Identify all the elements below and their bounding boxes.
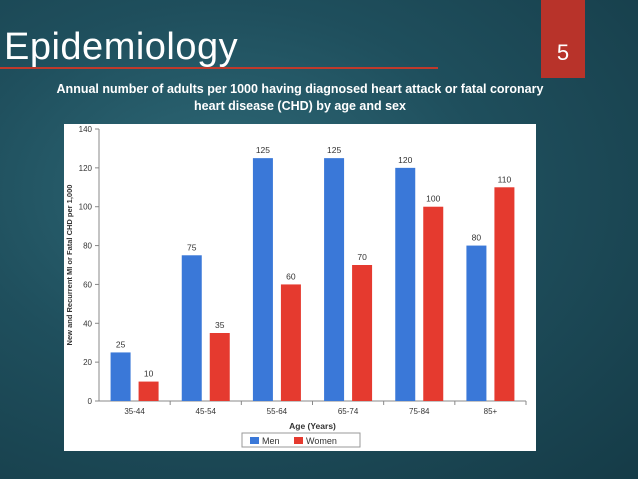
- data-label-men: 75: [187, 242, 197, 252]
- bar-chart: 0 20 40 60 80 100 120 140 New and Recurrent MI o…: [65, 125, 527, 448]
- y-tick-label: 60: [83, 280, 92, 289]
- data-label-women: 10: [144, 369, 154, 379]
- x-tick-label: 55-64: [267, 407, 288, 416]
- bar-men-35-44: [110, 352, 131, 401]
- bar-men-75-84: [395, 167, 416, 401]
- bar-men-55-64: [252, 158, 273, 401]
- slide-number: 5: [556, 40, 570, 65]
- bar-women-85+: [494, 187, 515, 401]
- x-tick-label: 85+: [484, 407, 498, 416]
- data-label-women: 100: [426, 194, 440, 204]
- x-tick-label: 75-84: [409, 407, 430, 416]
- chart-panel: 0 20 40 60 80 100 120 140 New and Recurrent MI o…: [64, 124, 536, 451]
- bar-men-85+: [466, 245, 487, 401]
- bar-women-35-44: [138, 381, 159, 401]
- y-tick-label: 20: [83, 358, 92, 367]
- slide-title: Epidemiology: [4, 26, 239, 68]
- y-tick-label: 140: [79, 125, 93, 134]
- legend-swatch-women: [294, 437, 303, 444]
- data-label-men: 25: [116, 339, 126, 349]
- data-label-women: 70: [357, 252, 367, 262]
- x-tick-label: 35-44: [124, 407, 145, 416]
- x-axis-label: Age (Years): [289, 421, 336, 431]
- data-label-men: 80: [472, 233, 482, 243]
- x-tick-label: 65-74: [338, 407, 359, 416]
- data-label-men: 125: [327, 145, 341, 155]
- data-label-women: 110: [498, 174, 512, 184]
- data-label-women: 35: [215, 320, 225, 330]
- data-label-women: 60: [286, 271, 296, 281]
- bar-men-65-74: [324, 158, 345, 401]
- legend-swatch-men: [250, 437, 259, 444]
- legend-label-women: Women: [306, 436, 337, 446]
- y-tick-label: 40: [83, 319, 92, 328]
- bar-men-45-54: [181, 255, 202, 401]
- data-label-men: 120: [398, 155, 412, 165]
- legend-label-men: Men: [262, 436, 280, 446]
- x-tick-label: 45-54: [196, 407, 217, 416]
- y-tick-label: 0: [88, 397, 93, 406]
- bar-women-65-74: [352, 265, 373, 401]
- chart-subtitle: Annual number of adults per 1000 having …: [56, 82, 544, 113]
- slide-number-box: 5: [541, 0, 585, 78]
- y-axis-label: New and Recurrent MI or Fatal CHD per 1,…: [65, 185, 74, 346]
- bar-women-55-64: [280, 284, 301, 401]
- data-label-men: 125: [256, 145, 270, 155]
- bar-women-45-54: [209, 333, 230, 401]
- bar-women-75-84: [423, 206, 444, 401]
- y-tick-label: 100: [79, 203, 93, 212]
- title-underline: [0, 67, 438, 69]
- y-tick-label: 80: [83, 242, 92, 251]
- y-tick-label: 120: [79, 164, 93, 173]
